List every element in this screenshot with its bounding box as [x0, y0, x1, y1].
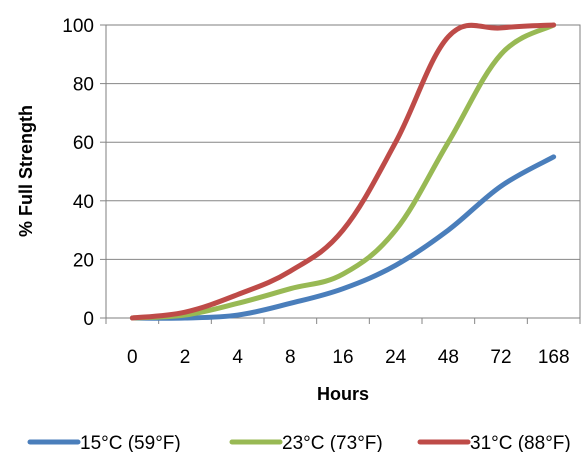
legend-label: 31°C (88°F) — [470, 433, 571, 452]
x-tick-label: 72 — [490, 347, 511, 368]
x-tick-label: 4 — [232, 347, 243, 368]
legend-label: 23°C (73°F) — [282, 433, 383, 452]
y-tick-label: 100 — [62, 16, 94, 37]
x-axis-ticks: 0 2 4 8 16 24 48 72 168 — [105, 318, 581, 368]
series-line-3 — [129, 22, 557, 321]
x-tick-label: 8 — [285, 347, 296, 368]
y-tick-label: 80 — [73, 75, 94, 96]
x-tick-label: 0 — [127, 347, 138, 368]
x-tick-label: 48 — [438, 347, 459, 368]
series-line-2 — [129, 22, 557, 321]
series-lines — [129, 22, 557, 321]
y-tick-label: 60 — [73, 133, 94, 154]
y-axis-ticks: 0 20 40 60 80 100 — [62, 16, 106, 330]
x-tick-label: 24 — [385, 347, 407, 368]
x-tick-label: 2 — [180, 347, 191, 368]
y-tick-label: 20 — [73, 250, 94, 271]
x-tick-label: 16 — [332, 347, 353, 368]
y-tick-label: 40 — [73, 192, 94, 213]
legend-label: 15°C (59°F) — [80, 433, 181, 452]
x-axis-title: Hours — [317, 384, 369, 404]
y-axis-title: % Full Strength — [16, 105, 36, 237]
plot-area — [105, 24, 581, 319]
series-line-1 — [129, 154, 557, 321]
x-tick-label: 168 — [538, 347, 570, 368]
y-tick-label: 0 — [83, 309, 94, 330]
legend: 15°C (59°F) 23°C (73°F) 31°C (88°F) — [27, 433, 571, 452]
